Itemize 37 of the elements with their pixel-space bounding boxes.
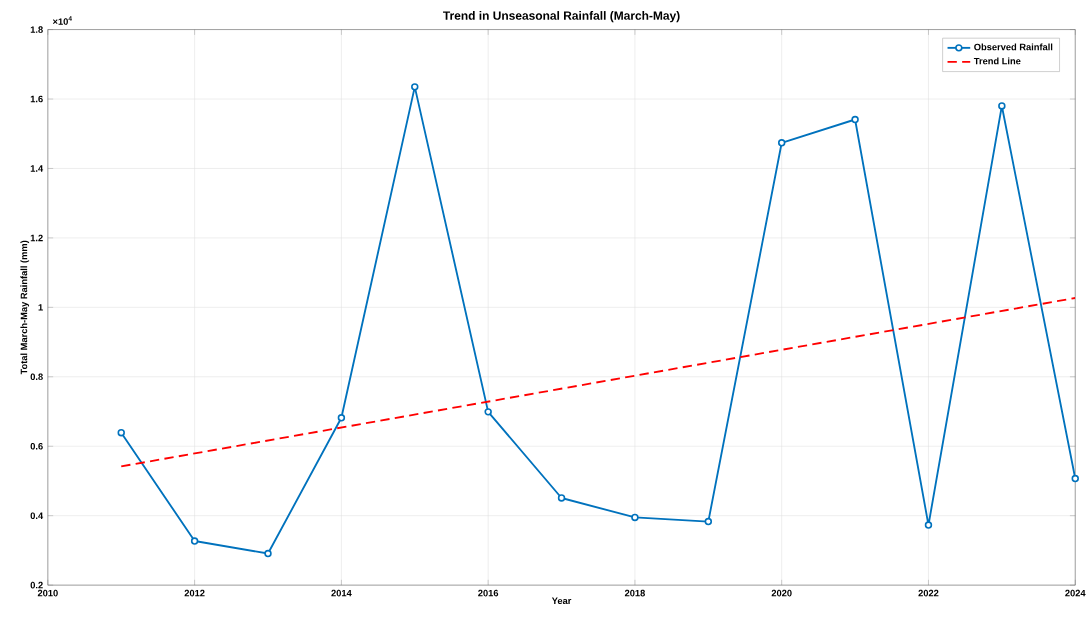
x-axis-title: Year (551, 597, 572, 605)
chart-title: Trend in Unseasonal Rainfall (March-May) (443, 11, 680, 23)
x-tick-label: 2020 (771, 589, 792, 597)
point (337, 414, 346, 422)
y-tick-label: 1.8 (30, 26, 43, 33)
point (411, 83, 419, 91)
y-tick-label: 1.6 (30, 95, 43, 103)
point (190, 537, 199, 545)
point (264, 549, 272, 558)
point (631, 513, 639, 522)
legend-label: Trend Line (973, 57, 1021, 65)
text: ×10$^{4}$ (52, 16, 72, 25)
x-tick-label: 2022 (918, 589, 939, 597)
point (1071, 474, 1079, 483)
point (998, 102, 1006, 110)
y-tick-label: 0.4 (30, 512, 44, 519)
y-axis-title: Total March-May Rainfall (mm) (20, 240, 30, 375)
y-tick-label: 0.8 (30, 373, 43, 381)
x-tick-label: 2010 (37, 589, 58, 597)
point (851, 115, 859, 124)
point (484, 408, 492, 416)
y-tick-label: 0.6 (30, 442, 43, 450)
y-tick-label: 1 (38, 304, 43, 311)
x-tick-label: 2014 (331, 589, 352, 597)
x-tick-label: 2012 (184, 589, 205, 597)
x-tick-label: 2024 (1065, 589, 1086, 597)
y-tick-label: 1.4 (30, 165, 44, 172)
legend-label: Observed Rainfall (974, 43, 1053, 51)
point (557, 494, 566, 502)
point (704, 517, 713, 526)
y-tick-label: 1.2 (30, 234, 43, 242)
x-tick-label: 2018 (624, 589, 645, 597)
x-tick-label: 2016 (478, 589, 499, 597)
point (924, 521, 933, 529)
point (117, 428, 125, 437)
point (777, 139, 786, 147)
y-tick-label: 0.2 (30, 581, 43, 589)
